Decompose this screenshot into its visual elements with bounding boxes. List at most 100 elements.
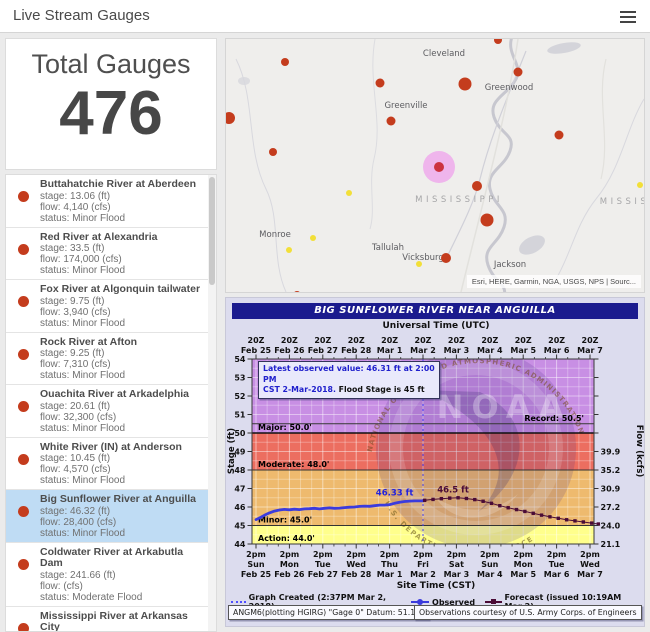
gauge-name: Ouachita River at Arkadelphia	[40, 388, 189, 400]
svg-text:20Z: 20Z	[381, 336, 398, 345]
observed-line-icon	[411, 599, 430, 605]
svg-text:2pm: 2pm	[380, 550, 400, 559]
svg-text:45: 45	[234, 521, 246, 530]
gauge-marker-yellow[interactable]	[310, 235, 316, 241]
gauge-status-dot-icon	[18, 506, 29, 517]
gauge-list-item[interactable]: White River (IN) at Anderson stage: 10.45…	[6, 438, 210, 490]
gauge-status-dot-icon	[18, 296, 29, 307]
gauge-marker-red[interactable]	[375, 78, 385, 88]
flow-axis: 39.9 35.2 30.9 27.2 24.0 21.1 Flow (kcfs)	[594, 358, 644, 549]
gauge-name: White River (IN) at Anderson	[40, 440, 182, 453]
gauge-list-item[interactable]: Red River at Alexandria stage: 33.5 (ft) f…	[6, 228, 210, 280]
city-label: Greenwood	[485, 83, 534, 93]
legend-label: Observed	[432, 597, 476, 607]
svg-text:20Z: 20Z	[582, 336, 599, 345]
app-header: Live Stream Gauges	[0, 0, 650, 33]
svg-text:Mar 1: Mar 1	[377, 346, 403, 355]
gauge-marker-red[interactable]	[441, 253, 451, 263]
graph-created-line-icon	[231, 601, 246, 603]
gauge-datum-box: ANGM6(plotting HGIRG) "Gage 0" Datum: 51…	[228, 605, 429, 620]
svg-text:Mar 7: Mar 7	[577, 570, 603, 579]
gauge-marker-red[interactable]	[269, 148, 277, 156]
svg-text:20Z: 20Z	[415, 336, 432, 345]
selected-gauge-marker[interactable]	[434, 162, 444, 172]
forecast-crest-label: 46.5 ft	[437, 486, 469, 496]
gauge-marker-yellow[interactable]	[286, 247, 292, 253]
svg-text:51: 51	[234, 410, 246, 419]
svg-text:Mar 4: Mar 4	[477, 570, 503, 579]
gauge-marker-red[interactable]	[554, 130, 564, 140]
svg-text:Tue: Tue	[549, 560, 565, 569]
gauge-list-item[interactable]: Fox River at Algonquin tailwater stage: 9…	[6, 280, 210, 333]
svg-text:20Z: 20Z	[248, 336, 265, 345]
hydrograph-title: BIG SUNFLOWER RIVER NEAR ANGUILLA	[232, 303, 638, 319]
svg-text:24.0: 24.0	[601, 521, 621, 530]
gauge-marker-red[interactable]	[386, 116, 396, 126]
gauge-marker-red[interactable]	[458, 77, 472, 91]
gauge-list-item[interactable]: Rock River at Afton stage: 9.25 (ft) flow:…	[6, 333, 210, 385]
hamburger-menu-icon[interactable]	[620, 8, 638, 24]
gauge-stage: stage: 33.5 (ft)	[40, 243, 105, 254]
map-basemap	[235, 39, 644, 292]
gauge-flow: flow: 3,940 (cfs)	[40, 306, 111, 318]
svg-text:2pm: 2pm	[513, 550, 533, 559]
flood-stage-note: Flood Stage is 45 ft	[338, 385, 425, 394]
gauge-list: Buttahatchie River at Aberdeen stage: 13.…	[6, 175, 210, 631]
gauge-list-item[interactable]: Ouachita River at Arkadelphia stage: 20.6…	[6, 385, 210, 438]
gauge-marker-yellow[interactable]	[416, 261, 422, 267]
gauge-marker-red[interactable]	[226, 112, 235, 124]
svg-text:20Z: 20Z	[281, 336, 298, 345]
svg-text:53: 53	[234, 373, 245, 382]
svg-text:Mar 3: Mar 3	[444, 570, 470, 579]
city-label: Greenville	[384, 101, 427, 111]
svg-text:Mar 5: Mar 5	[510, 570, 536, 579]
gauge-list-item[interactable]: Buttahatchie River at Aberdeen stage: 13.…	[6, 175, 210, 228]
svg-text:2pm: 2pm	[547, 550, 567, 559]
gauge-list-item[interactable]: Big Sunflower River at Anguilla stage: 46…	[6, 490, 210, 543]
gauge-flow: flow: 7,310 (cfs)	[40, 359, 111, 370]
total-gauges-panel: Total Gauges 476	[5, 38, 217, 170]
svg-text:49: 49	[234, 447, 246, 456]
state-label: MISSISSIPPI	[415, 195, 503, 205]
gauge-status-dot-icon	[18, 401, 29, 412]
gauge-stage: stage: 46.32 (ft)	[40, 505, 111, 517]
total-gauges-label: Total Gauges	[31, 49, 191, 79]
gauge-list-item[interactable]: Coldwater River at Arkabutla Dam stage: 2…	[6, 543, 210, 607]
gauge-marker-red[interactable]	[293, 291, 301, 292]
gauge-marker-yellow[interactable]	[637, 182, 643, 188]
svg-text:Mar 7: Mar 7	[577, 346, 603, 355]
list-scrollbar[interactable]	[208, 175, 216, 631]
list-scrollbar-thumb[interactable]	[209, 177, 215, 285]
gauge-name: Buttahatchie River at Aberdeen	[40, 178, 196, 190]
gauge-marker-red[interactable]	[480, 213, 494, 227]
gauge-marker-red[interactable]	[494, 39, 502, 44]
svg-text:Feb 26: Feb 26	[274, 346, 305, 355]
gauge-list-item[interactable]: Mississippi River at Arkansas Citystage:…	[6, 607, 210, 631]
state-label: MISSISS	[600, 197, 644, 207]
map-canvas[interactable]: MISSISSIPPI MISSISS Cleveland Greenwood Gree…	[226, 39, 644, 292]
svg-text:Mar 5: Mar 5	[510, 346, 536, 355]
stage-axis: 44 45 46 47 48 49 50 51 52 53 54 Stage (ft)	[227, 355, 252, 549]
svg-text:Feb 27: Feb 27	[308, 346, 338, 355]
svg-text:2pm: 2pm	[413, 550, 433, 559]
flood-line-label: Major: 50.0'	[258, 423, 312, 432]
city-label: Tallulah	[371, 243, 404, 253]
svg-text:NOAA: NOAA	[437, 388, 572, 426]
svg-text:27.2: 27.2	[601, 503, 621, 512]
svg-text:20Z: 20Z	[448, 336, 465, 345]
gauge-flow: flow: 4,140 (cfs)	[40, 201, 111, 213]
svg-text:Feb 28: Feb 28	[341, 346, 372, 355]
gauge-name: Coldwater River at Arkabutla Dam	[40, 545, 184, 569]
svg-text:Wed: Wed	[580, 560, 600, 569]
gauge-marker-red[interactable]	[513, 67, 523, 77]
svg-text:Mar 6: Mar 6	[544, 346, 570, 355]
forecast-series: 46.5 ft	[422, 486, 601, 526]
gauge-marker-red[interactable]	[472, 181, 482, 191]
svg-text:Thu: Thu	[381, 560, 398, 569]
gauge-marker-red[interactable]	[281, 58, 289, 66]
gauge-marker-yellow[interactable]	[346, 190, 352, 196]
svg-text:20Z: 20Z	[515, 336, 532, 345]
map-panel[interactable]: MISSISSIPPI MISSISS Cleveland Greenwood Gree…	[225, 38, 645, 293]
svg-text:Sun: Sun	[247, 560, 264, 569]
gauge-status: status: Minor Flood	[40, 317, 126, 329]
